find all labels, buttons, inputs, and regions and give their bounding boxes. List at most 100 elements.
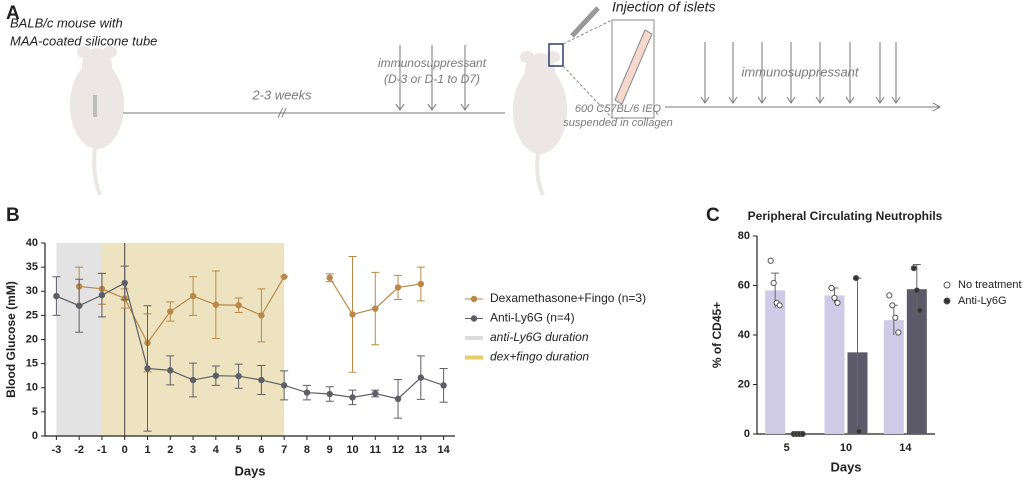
- y-tick-label: 0: [744, 428, 750, 440]
- y-tick-label: 20: [26, 333, 38, 345]
- point: [417, 374, 425, 381]
- x-tick-label: 14: [899, 442, 912, 454]
- x-tick-label: 14: [437, 444, 450, 456]
- x-label: Days: [234, 463, 265, 478]
- y-tick-label: 30: [26, 285, 38, 297]
- legend-label: anti-Ly6G duration: [490, 330, 589, 344]
- drug-text: immunosuppressant: [378, 56, 487, 70]
- legend-label: Anti-Ly6G: [958, 295, 1007, 307]
- y-tick-label: 0: [32, 430, 38, 442]
- y-tick-label: 60: [738, 279, 750, 291]
- y-tick-label: 80: [738, 230, 750, 242]
- point: [417, 280, 425, 288]
- x-tick-label: 0: [122, 444, 128, 456]
- panel-label: A: [6, 3, 20, 24]
- point: [440, 382, 447, 389]
- point: [326, 390, 333, 398]
- x-tick-label: 1: [144, 444, 150, 456]
- data-point: [776, 302, 783, 309]
- data-point: [889, 302, 896, 309]
- x-tick-label: 8: [304, 444, 310, 456]
- x-tick-label: 11: [369, 444, 381, 456]
- x-tick-label: 4: [213, 444, 220, 456]
- point: [189, 376, 197, 384]
- point: [98, 291, 106, 299]
- y-tick-label: 5: [32, 406, 38, 418]
- data-point: [852, 274, 860, 282]
- data-point: [828, 284, 835, 292]
- x-tick-label: 7: [281, 444, 287, 456]
- shading: [101, 243, 285, 436]
- data-point: [913, 287, 920, 294]
- point: [280, 382, 288, 389]
- x-tick-label: 2: [167, 444, 173, 456]
- mouse: [513, 51, 567, 196]
- y-tick-label: 15: [26, 358, 38, 370]
- arrows: [395, 45, 470, 111]
- x-tick-label: 5: [236, 444, 242, 456]
- panel-a: A BALB/c mouse with MAA-coated silicone …: [6, 0, 942, 196]
- x-tick-label: 9: [327, 444, 333, 456]
- legend-label: dex+fingo duration: [490, 350, 589, 364]
- point: [280, 273, 288, 280]
- x-tick-label: -3: [51, 444, 61, 456]
- point: [121, 279, 128, 287]
- point: [212, 372, 220, 379]
- panel-label: B: [6, 205, 20, 226]
- legend-marker: [943, 297, 951, 305]
- y-tick-label: 10: [26, 382, 38, 394]
- point: [235, 372, 242, 380]
- data-point: [834, 299, 841, 306]
- point: [53, 292, 60, 300]
- arrows: [700, 42, 901, 104]
- point: [189, 292, 197, 300]
- point: [75, 302, 83, 309]
- y-tick-label: 40: [26, 237, 38, 249]
- bar: [824, 295, 845, 434]
- bar: [883, 320, 904, 434]
- legend-marker: [470, 295, 478, 303]
- data-point: [767, 257, 774, 264]
- x-tick-label: 5: [784, 442, 790, 454]
- bar: [765, 290, 786, 434]
- site-box: [548, 43, 564, 67]
- islets-text: suspended in collagen: [563, 117, 672, 129]
- data-point: [910, 265, 917, 272]
- point: [349, 311, 356, 318]
- x-tick-label: -1: [97, 444, 107, 456]
- point: [303, 389, 311, 396]
- point: [235, 302, 242, 309]
- point: [372, 305, 379, 312]
- data-point: [916, 307, 923, 314]
- data-point: [886, 292, 893, 299]
- point: [326, 274, 333, 281]
- x-tick-label: -2: [74, 444, 84, 456]
- mouse-text: BALB/c mouse with: [10, 15, 123, 30]
- drug-text: (D-3 or D-1 to D7): [384, 72, 480, 86]
- y-tick-label: 40: [738, 329, 750, 341]
- tube: [614, 29, 653, 105]
- point: [258, 312, 265, 319]
- point: [349, 394, 356, 401]
- period: 2-3 weeks: [251, 87, 312, 102]
- point: [167, 308, 174, 315]
- point: [372, 390, 379, 397]
- x-tick-label: 3: [190, 444, 196, 456]
- legend-label: Dexamethasone+Fingo (n=3): [490, 291, 646, 305]
- syringe: [570, 6, 600, 38]
- point: [212, 301, 220, 308]
- data-point: [770, 279, 777, 287]
- x-tick-label: 6: [258, 444, 264, 456]
- legend-label: No treatment: [958, 279, 1022, 291]
- data-point: [799, 430, 806, 438]
- injection: Injection of islets: [612, 0, 716, 15]
- x-tick-label: 10: [346, 444, 358, 456]
- mouse-text: MAA-coated silicone tube: [10, 33, 157, 48]
- break: //: [277, 105, 287, 120]
- y-tick-label: 20: [738, 378, 750, 390]
- y-tick-label: 25: [26, 309, 38, 321]
- bar: [906, 289, 927, 434]
- data-point: [895, 329, 902, 336]
- zoom-lines: [562, 19, 613, 119]
